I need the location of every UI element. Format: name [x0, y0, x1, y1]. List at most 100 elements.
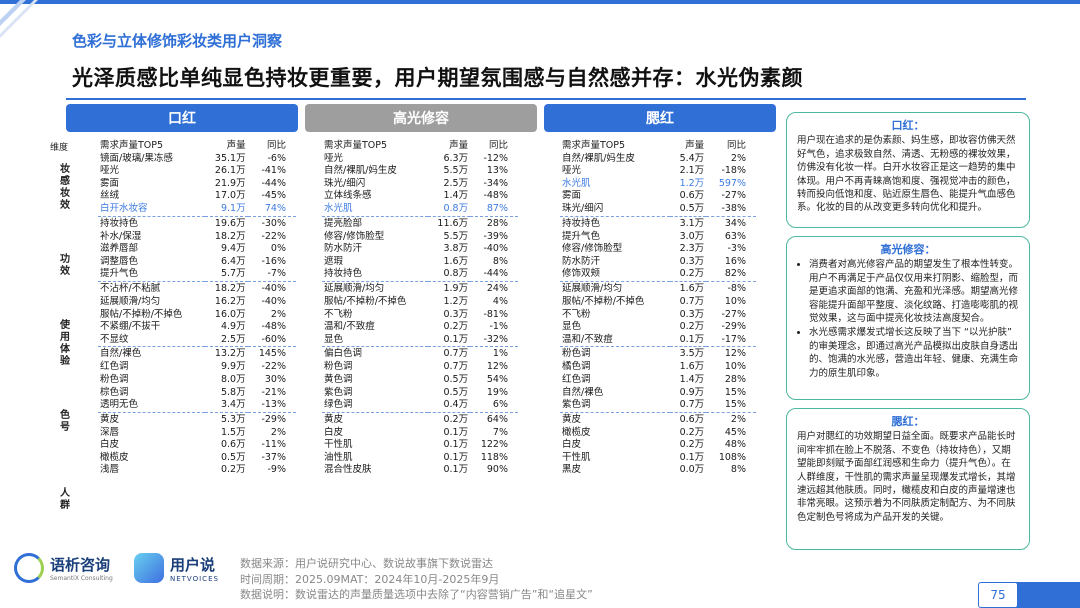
need-cell: 显色 [562, 321, 582, 333]
table-row: 延展顺滑/均匀 16.2万 -40% [98, 296, 296, 309]
yoy-cell: -13% [261, 399, 286, 411]
need-cell: 白开水妆容 [100, 202, 148, 214]
table-row: 持妆持色 19.6万 -30% [98, 215, 296, 231]
need-cell: 温和/不致痘 [562, 333, 613, 345]
need-cell: 黄皮 [322, 411, 428, 427]
volume-cell: 1.5万 [220, 426, 246, 438]
blush-note-title: 腮红： [891, 415, 925, 428]
tab-highlight-contour[interactable]: 高光修容 [305, 104, 537, 132]
yoy-cell: -1% [489, 321, 509, 333]
need-cell: 延展顺滑/均匀 [322, 280, 428, 296]
table-row: 持妆持色 0.8万 -44% [322, 268, 518, 281]
volume-cell: 26.1万 [214, 165, 246, 177]
table-row: 自然/裸肌/妈生皮 5.5万 13% [322, 165, 518, 178]
yoy-cell: -27% [721, 190, 746, 202]
yoy-cell: 2% [706, 411, 756, 427]
yoy-cell: 122% [480, 439, 508, 451]
volume-cell: 19.6万 [204, 215, 248, 231]
yoy-cell: 30% [264, 373, 286, 385]
table-row: 延展顺滑/均匀 1.9万 24% [322, 280, 518, 296]
table-row: 延展顺滑/均匀 1.6万 -8% [560, 280, 756, 296]
source-line: 数据来源：用户说研究中心、数说故事旗下数说雷达 [240, 557, 493, 570]
table-row: 透明无色 3.4万 -13% [98, 399, 296, 412]
need-cell: 哑光 [562, 165, 582, 177]
volume-cell: 3.8万 [443, 243, 469, 255]
volume-cell: 5.5万 [443, 165, 469, 177]
yoy-cell: 12% [486, 361, 508, 373]
need-cell: 修容/修饰脸型 [562, 243, 623, 255]
volume-cell: 6.4万 [220, 255, 246, 267]
volume-cell: 0.1万 [443, 333, 469, 345]
top-accent-bar [0, 0, 1080, 4]
volume-cell: 1.6万 [669, 280, 707, 296]
tab-blush[interactable]: 腮红 [544, 104, 776, 132]
data-note-line: 数据说明：数说雷达的声量质量选项中去除了“内容营销广告”和“追星文” [240, 588, 593, 601]
volume-cell: 3.0万 [679, 230, 705, 242]
need-cell: 橄榄皮 [562, 426, 591, 438]
volume-cell: 6.3万 [443, 152, 469, 164]
yoy-cell: 28% [470, 215, 518, 231]
volume-cell: 0.7万 [427, 346, 471, 362]
volume-cell: 5.8万 [220, 386, 246, 398]
table-row: 服帖/不掉粉/不掉色 16.0万 2% [98, 309, 296, 322]
table-row: 不飞粉 0.3万 -27% [560, 309, 756, 322]
table-row: 粉色调 0.7万 12% [322, 361, 518, 374]
volume-cell: 0.2万 [679, 439, 705, 451]
volume-cell: 声量 [226, 140, 246, 151]
table-row: 黄皮 0.2万 64% [322, 411, 518, 427]
table-row: 偏白色调 0.7万 1% [322, 346, 518, 362]
table-row: 不飞粉 0.3万 -81% [322, 309, 518, 322]
need-cell: 黄色调 [324, 373, 353, 385]
need-cell: 需求声量TOP5 [100, 140, 164, 151]
need-cell: 服帖/不掉粉/不掉色 [562, 295, 645, 307]
volume-cell: 0.1万 [443, 439, 469, 451]
need-cell: 滋养唇部 [100, 243, 139, 255]
table-row: 橄榄皮 0.2万 45% [560, 427, 756, 440]
need-cell: 浅唇 [100, 464, 120, 476]
section-eyebrow: 色彩与立体修饰彩妆类用户洞察 [72, 32, 283, 50]
volume-cell: 18.2万 [214, 230, 246, 242]
volume-cell: 0.9万 [679, 386, 705, 398]
table-row: 雾面 0.6万 -27% [560, 190, 756, 203]
yoy-cell: -40% [247, 280, 296, 296]
yoy-cell: -44% [483, 268, 508, 280]
yoy-cell: -9% [267, 464, 287, 476]
yoy-cell: 19% [486, 386, 508, 398]
table-row: 哑光 26.1万 -41% [98, 165, 296, 178]
table-row: 修容/修饰脸型 5.5万 -39% [322, 231, 518, 244]
volume-cell: 1.9万 [427, 280, 471, 296]
need-cell: 提升气色 [562, 230, 601, 242]
volume-cell: 0.2万 [443, 321, 469, 333]
volume-cell: 0.5万 [443, 386, 469, 398]
blush-note: 腮红： 用户对腮红的功效期望日益全面。既要求产品能长时间牢牢抓在脸上不脱落、不变… [786, 408, 1030, 550]
table-row: 雾面 21.9万 -44% [98, 178, 296, 191]
volume-cell: 0.1万 [679, 451, 705, 463]
volume-cell: 0.8万 [443, 202, 469, 214]
need-cell: 自然/裸肌/妈生皮 [324, 165, 397, 177]
yoy-cell: -18% [721, 165, 746, 177]
table-row: 黄色调 0.5万 54% [322, 374, 518, 387]
yoy-cell: -60% [261, 333, 286, 345]
volume-cell: 0.7万 [679, 399, 705, 411]
dimension-label: 使用体验 [57, 319, 69, 367]
corner-decoration [0, 0, 38, 38]
yoy-cell: -81% [483, 308, 508, 320]
table-row: 油性肌 0.1万 118% [322, 452, 518, 465]
tab-lipstick[interactable]: 口红 [66, 104, 298, 132]
yoy-cell: -6% [267, 152, 287, 164]
need-cell: 不沾杯/不粘腻 [98, 280, 205, 296]
yoy-cell: 2% [270, 308, 286, 320]
table-header-row: 需求声量TOP5 声量 同比 [560, 140, 756, 153]
yoy-cell: 34% [706, 215, 756, 231]
yoy-cell: -48% [261, 321, 286, 333]
need-cell: 显色 [324, 333, 344, 345]
yoy-cell: 63% [724, 230, 746, 242]
table-row: 遮瑕 1.6万 8% [322, 256, 518, 269]
table-row: 显色 0.2万 -29% [560, 321, 756, 334]
yoy-cell: 15% [724, 399, 746, 411]
volume-cell: 5.5万 [443, 230, 469, 242]
yoy-cell: -29% [247, 411, 296, 427]
period-line: 时间周期：2025.09MAT：2024年10月-2025年9月 [240, 572, 500, 586]
table-row: 提升气色 5.7万 -7% [98, 268, 296, 281]
need-cell: 补水/保湿 [100, 230, 142, 242]
